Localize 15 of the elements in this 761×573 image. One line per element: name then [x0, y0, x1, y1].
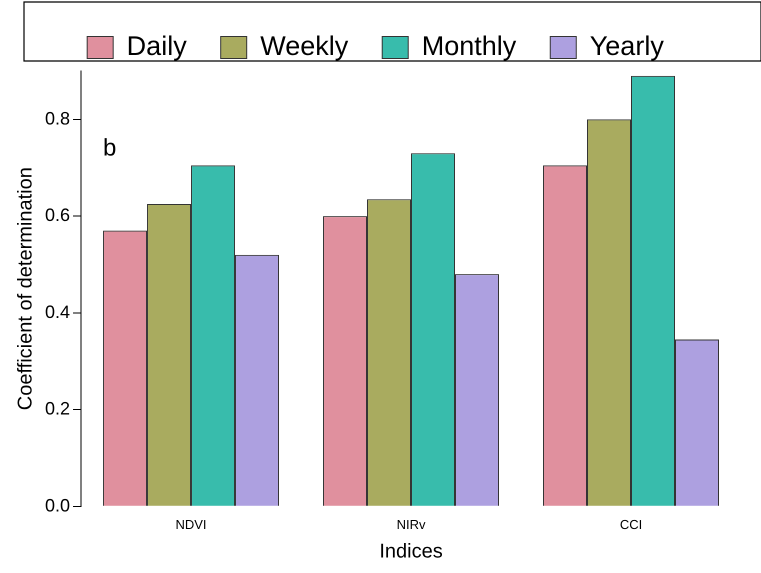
- y-axis-title: Coefficient of determination: [14, 167, 37, 410]
- legend-label: Monthly: [422, 30, 517, 61]
- annotation: b: [103, 134, 116, 162]
- x-tick-label: NDVI: [175, 516, 207, 532]
- x-tick-label: NIRv: [396, 516, 426, 532]
- legend-label: Weekly: [260, 30, 349, 61]
- legend-label: Daily: [126, 30, 188, 61]
- y-tick-label: 0.4: [44, 302, 70, 322]
- y-tick-label: 0.2: [44, 398, 70, 419]
- y-tick-label: 0.8: [44, 108, 70, 128]
- x-axis-title: Indices: [379, 540, 443, 563]
- y-tick-label: 0.6: [44, 205, 70, 226]
- legend-label: Yearly: [590, 30, 664, 61]
- y-tick-label: 0.0: [44, 495, 70, 516]
- x-tick-label: CCI: [620, 516, 642, 532]
